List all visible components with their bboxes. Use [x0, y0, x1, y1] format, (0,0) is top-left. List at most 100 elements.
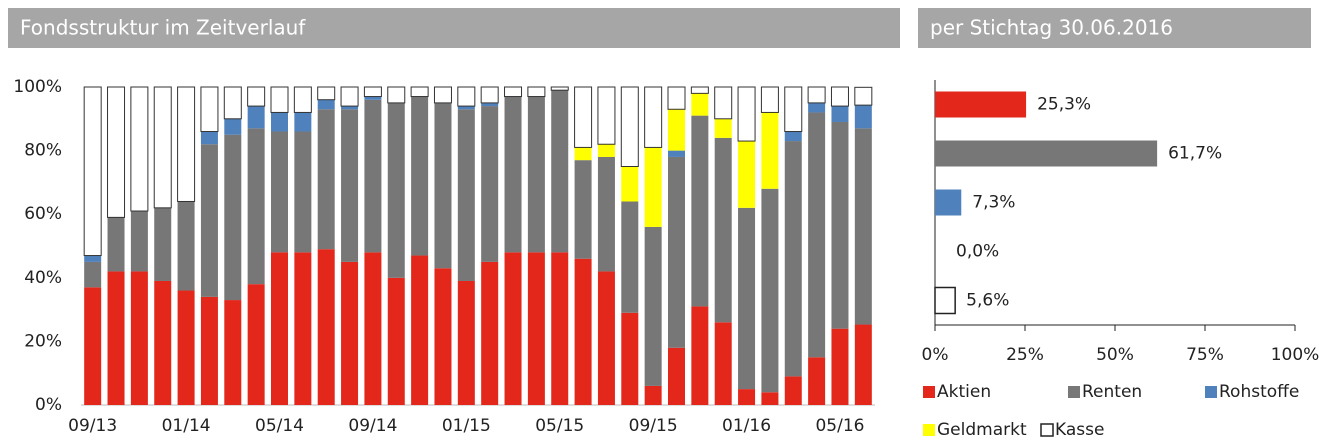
bar-segment — [130, 211, 148, 272]
legend-swatch — [1068, 386, 1080, 398]
bar-segment — [293, 86, 312, 113]
legend-swatch — [1040, 423, 1054, 437]
chart-title: per Stichtag 30.06.2016 — [930, 16, 1173, 40]
bar-segment — [153, 86, 172, 209]
value-label: 7,3% — [972, 193, 1015, 213]
bar-segment — [224, 118, 242, 135]
bar-segment — [457, 280, 475, 405]
bar-segment — [808, 112, 826, 358]
bar-segment — [457, 86, 476, 107]
bar-segment — [808, 357, 826, 405]
x-tick-label: 05/16 — [815, 416, 864, 436]
bar-segment — [784, 131, 802, 142]
x-tick-label: 0% — [922, 345, 949, 365]
bar-segment — [784, 141, 802, 377]
bar-segment — [411, 255, 429, 405]
bar-segment — [433, 86, 452, 104]
bar-segment — [527, 252, 545, 405]
x-tick-label: 01/14 — [162, 416, 211, 436]
bar-segment — [761, 392, 779, 405]
bar-segment — [550, 86, 569, 91]
bar — [934, 286, 956, 315]
bar-segment — [294, 252, 312, 405]
x-tick-label: 50% — [1096, 345, 1134, 365]
bar-segment — [690, 86, 709, 94]
bar-segment — [247, 128, 265, 285]
bar-segment — [154, 280, 172, 405]
bar-segment — [551, 252, 569, 405]
bar-segment — [387, 102, 405, 278]
bar-segment — [527, 86, 546, 98]
bar-segment — [854, 86, 873, 106]
bar-segment — [738, 389, 756, 405]
bar-segment — [411, 96, 429, 256]
value-label: 0,0% — [956, 242, 999, 262]
x-tick-label: 100% — [1271, 345, 1319, 365]
bar — [935, 189, 962, 216]
bar-segment — [130, 86, 149, 212]
bar-segment — [691, 93, 709, 116]
bar-segment — [761, 112, 779, 189]
bar-segment — [457, 106, 475, 110]
bar-segment — [597, 271, 615, 405]
bar-segment — [597, 144, 615, 157]
x-tick-label: 01/15 — [442, 416, 491, 436]
x-tick-label: 09/15 — [629, 416, 678, 436]
x-tick-label: 09/13 — [68, 416, 117, 436]
bar-segment — [574, 86, 593, 148]
bar-segment — [830, 86, 849, 107]
bar-segment — [317, 86, 336, 101]
bar-segment — [341, 109, 359, 262]
bar-segment — [107, 217, 125, 272]
bar-segment — [621, 166, 639, 202]
legend-label: Rohstoffe — [1219, 382, 1299, 402]
bar-segment — [714, 137, 732, 323]
bar-segment — [574, 258, 592, 405]
legend-swatch — [923, 386, 935, 398]
bar-segment — [247, 284, 265, 405]
x-tick-label: 25% — [1006, 345, 1044, 365]
bar-segment — [84, 255, 102, 262]
bar-segment — [691, 115, 709, 307]
bar-segment — [364, 252, 382, 405]
bar-segment — [621, 201, 639, 313]
y-tick-label: 60% — [24, 204, 62, 224]
bar-segment — [481, 102, 499, 107]
bar-segment — [107, 86, 126, 218]
bar-segment — [130, 271, 148, 405]
legend-label: Aktien — [937, 382, 991, 402]
bar-segment — [271, 131, 288, 253]
chart-title: Fondsstruktur im Zeitverlauf — [20, 16, 306, 40]
y-tick-label: 100% — [13, 77, 62, 97]
bar-segment — [107, 271, 125, 405]
bar-segment — [807, 86, 826, 104]
bar-segment — [457, 109, 475, 281]
value-label: 25,3% — [1037, 95, 1091, 115]
bar-segment — [668, 156, 685, 348]
bar-segment — [481, 261, 499, 405]
bar-segment — [363, 86, 382, 98]
bar-segment — [597, 156, 615, 272]
bar-segment — [668, 347, 685, 405]
bar-segment — [387, 277, 405, 405]
bar-segment — [714, 118, 732, 138]
bar-segment — [644, 147, 662, 227]
bar-segment — [481, 106, 499, 262]
bar-segment — [714, 86, 733, 120]
x-tick-label: 75% — [1186, 345, 1224, 365]
bar-segment — [620, 86, 639, 167]
bar-segment — [434, 102, 452, 269]
bar-segment — [597, 86, 616, 145]
bar-segment — [154, 207, 172, 281]
bar-segment — [364, 99, 382, 253]
bar-segment — [177, 86, 196, 202]
bar-segment — [387, 86, 406, 104]
header-bar — [8, 8, 900, 48]
y-tick-label: 80% — [24, 141, 62, 161]
bar-segment — [831, 121, 849, 329]
bar-segment — [831, 106, 849, 122]
bar-segment — [831, 328, 849, 405]
legend-label: Renten — [1082, 382, 1142, 402]
bar-segment — [737, 86, 756, 142]
bar-segment — [761, 188, 779, 393]
